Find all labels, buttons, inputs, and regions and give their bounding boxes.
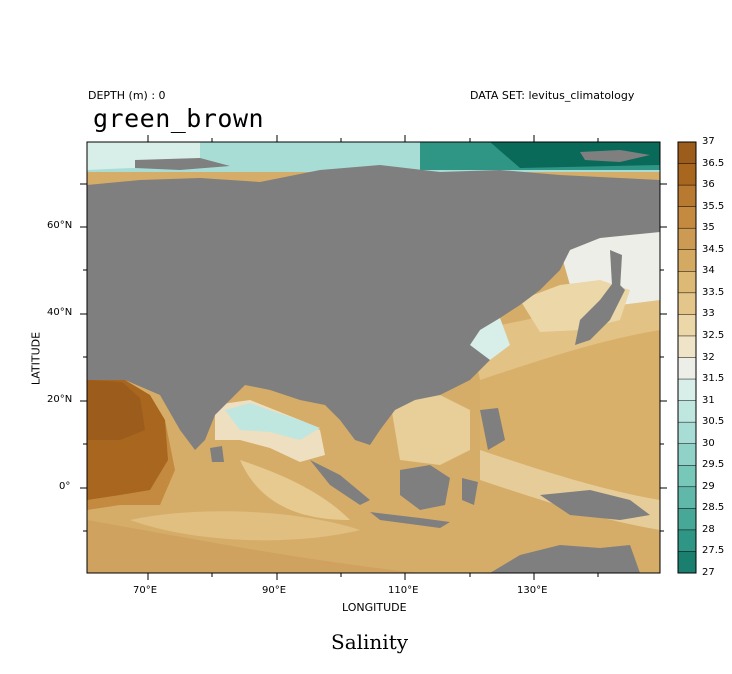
sri-lanka-land (210, 446, 224, 462)
colorbar-swatch (678, 163, 696, 186)
pacific-subtropical (480, 330, 660, 500)
colorbar-label: 29 (702, 480, 715, 492)
java-land (370, 512, 450, 528)
y-tick-label-20n: 20°N (47, 394, 73, 405)
borneo-land (400, 465, 450, 510)
australia-land (490, 545, 640, 573)
depth-label: DEPTH (m) : 0 (88, 89, 166, 102)
colorbar-label: 27.5 (702, 545, 725, 557)
x-tick-label-90e: 90°E (262, 585, 287, 596)
colorbar-swatch (678, 185, 696, 208)
arctic-islands-east (580, 150, 650, 162)
y-tick-label-0: 0° (59, 481, 71, 492)
colorbar-label: 28 (702, 523, 715, 535)
colorbar-label: 34 (702, 265, 715, 277)
colorbar-label: 30.5 (702, 416, 725, 428)
colorbar-label: 28.5 (702, 502, 725, 514)
colorbar-label: 27 (702, 567, 715, 578)
band-indian-south (87, 520, 420, 573)
colorbar (677, 141, 697, 574)
eurasia-land (87, 165, 660, 450)
colorbar-swatch (678, 292, 696, 315)
colorbar-swatch (678, 314, 696, 337)
y-tick-label-40n: 40°N (47, 307, 73, 318)
sulawesi-land (462, 478, 478, 505)
colorbar-label: 37 (702, 136, 715, 147)
arabian-sea-rim (87, 420, 175, 510)
colorbar-swatch (678, 422, 696, 445)
colorbar-label: 34.5 (702, 243, 725, 255)
x-tick-label-70e: 70°E (133, 585, 158, 596)
colorbar-label: 36 (702, 179, 715, 191)
colorbar-swatch (678, 335, 696, 358)
colorbar-swatch (678, 508, 696, 531)
colorbar-swatch (678, 206, 696, 229)
colorbar-swatch (678, 529, 696, 552)
colorbar-swatch (678, 379, 696, 402)
bay-bengal-fresh (225, 403, 320, 440)
colorbar-label: 31.5 (702, 373, 725, 385)
colorbar-label: 31 (702, 394, 715, 406)
colorbar-swatch (678, 249, 696, 272)
colorbar-label: 35.5 (702, 200, 725, 212)
colorbar-label: 35 (702, 222, 715, 234)
colorbar-swatch (678, 486, 696, 509)
colorbar-label: 33.5 (702, 286, 725, 298)
colorbar-swatch (678, 228, 696, 251)
sakhalin-land (610, 250, 622, 290)
colorbar-swatch (678, 142, 696, 165)
x-ticks (147, 135, 599, 580)
dataset-label: DATA SET: levitus_climatology (470, 89, 635, 102)
x-tick-label-130e: 130°E (517, 585, 548, 596)
palette-title: green_brown (93, 104, 265, 133)
colorbar-label: 33 (702, 308, 715, 320)
colorbar-swatch (678, 357, 696, 380)
map-caption: Salinity (331, 630, 409, 654)
band-equatorial-east (240, 460, 350, 520)
x-axis-label: LONGITUDE (342, 601, 407, 614)
y-axis-label: LATITUDE (29, 331, 43, 386)
arctic-islands-land (135, 158, 230, 170)
y-ticks (80, 183, 667, 532)
south-china-sea (390, 395, 470, 465)
colorbar-swatch (678, 443, 696, 466)
sumatra-land (310, 460, 370, 505)
colorbar-swatch (678, 400, 696, 423)
colorbar-label: 29.5 (702, 459, 725, 471)
arabian-sea-core (87, 380, 145, 440)
new-guinea-land (540, 490, 650, 520)
y-tick-label-60n: 60°N (47, 220, 73, 231)
japan-land (575, 280, 625, 345)
colorbar-label: 36.5 (702, 157, 725, 169)
colorbar-label: 32.5 (702, 329, 725, 341)
colorbar-swatch (678, 465, 696, 488)
colorbar-swatch (678, 551, 696, 574)
band-indian-mid (130, 511, 360, 541)
colorbar-swatch (678, 271, 696, 294)
colorbar-label: 30 (702, 437, 715, 449)
x-tick-label-110e: 110°E (388, 585, 419, 596)
philippines-land (480, 408, 505, 450)
colorbar-label: 32 (702, 351, 715, 363)
